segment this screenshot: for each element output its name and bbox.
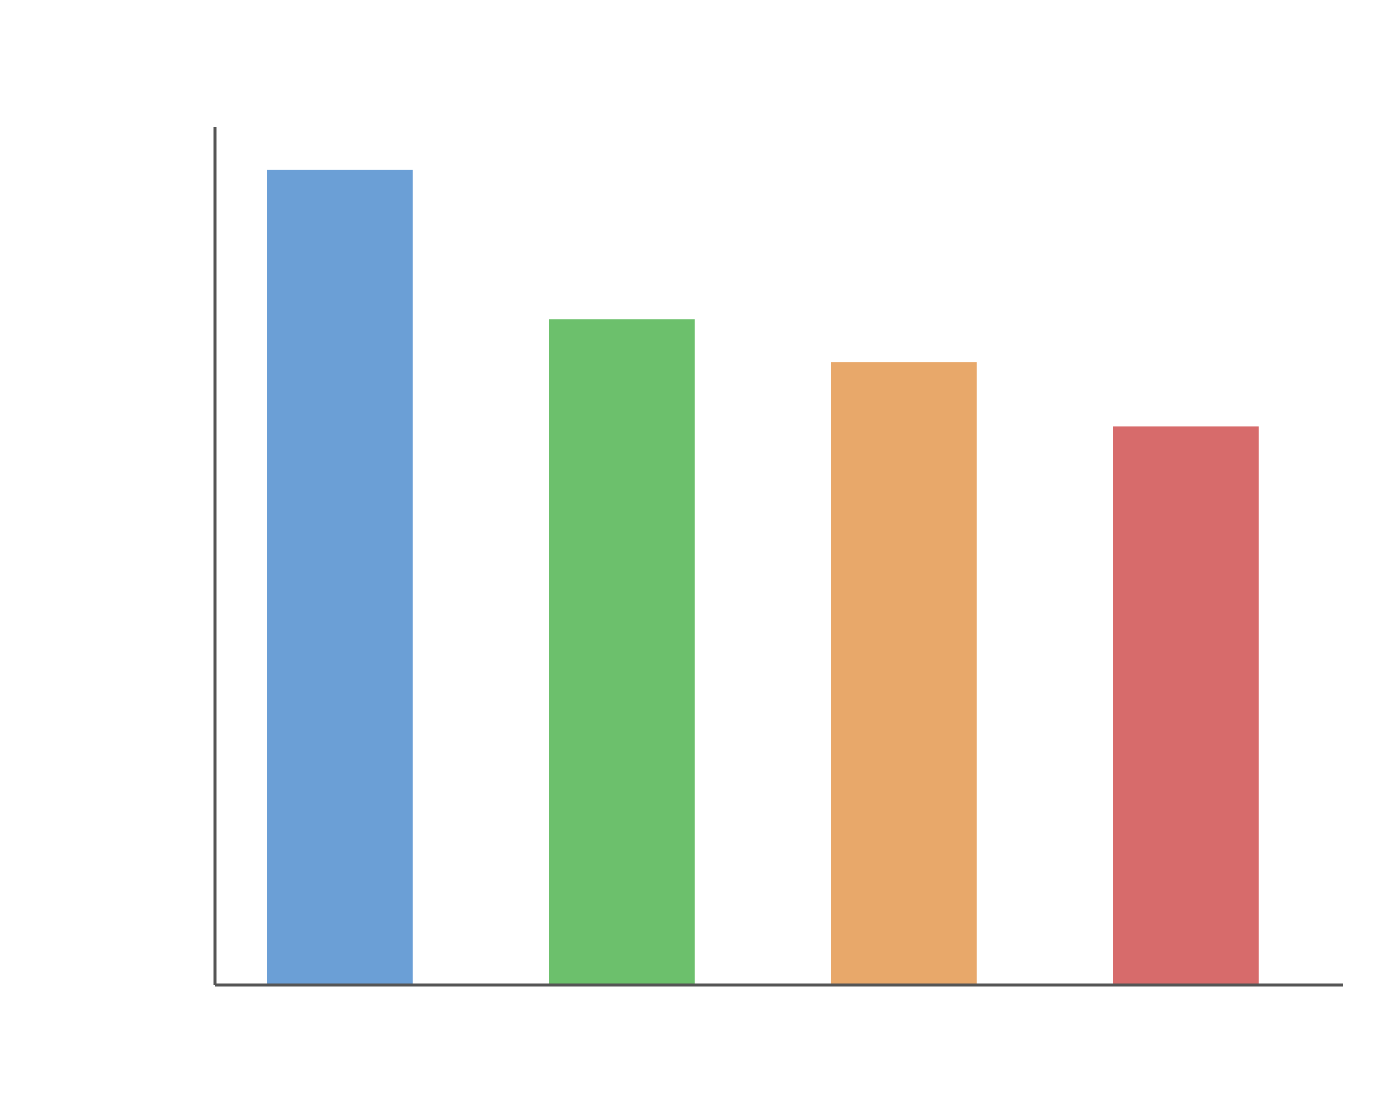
bar-4	[1113, 426, 1259, 985]
bar-1	[267, 169, 413, 985]
bars-layer	[267, 169, 1259, 986]
bar-2	[549, 319, 695, 985]
bar-3	[831, 362, 977, 986]
